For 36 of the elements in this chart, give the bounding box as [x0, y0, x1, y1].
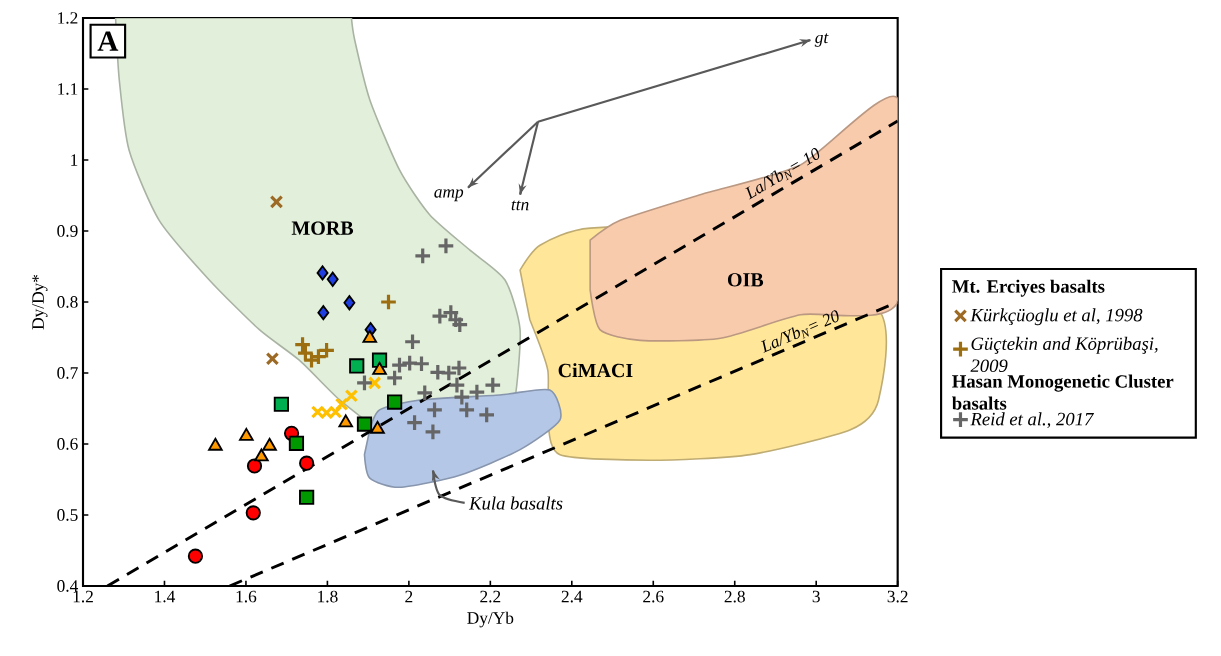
y-tick-label: 0.4 [57, 580, 79, 592]
y-tick-label: 0.8 [57, 296, 78, 308]
y-tick-label: 1.2 [58, 12, 78, 24]
x-tick-label: 1.2 [73, 590, 93, 603]
annotation: amp [434, 189, 464, 202]
x-tick-label: 1.8 [318, 590, 338, 603]
legend-label: Reid et al., 2017 [970, 412, 1094, 429]
legend-label: Kürkçüoglu et al, 1998 [970, 308, 1143, 326]
y-tick-label: 1 [71, 154, 78, 166]
x-tick-label: 1.6 [236, 590, 257, 603]
annotation: ttn [511, 200, 529, 211]
text: Hasan Monogenetic Cluster basalts [952, 374, 1174, 410]
annotation: A [97, 31, 119, 51]
x-tick-label: 2.2 [480, 590, 501, 603]
x-tick-label: 2.6 [643, 590, 664, 603]
y-axis-title: Dy/Dy* [32, 274, 48, 330]
y-tick-label: 0.9 [57, 225, 78, 237]
x-tick-label: 2.4 [561, 590, 583, 603]
y-tick-label: 0.5 [57, 509, 78, 521]
annotation: Kula basalts [468, 496, 563, 510]
y-tick-label: 0.7 [57, 367, 78, 379]
x-tick-label: 3.2 [887, 590, 908, 603]
annotation: CiMACI [558, 363, 633, 378]
x-tick-label: 2.8 [724, 590, 745, 603]
x-axis-title: Dy/Yb [467, 611, 514, 628]
annotation: La/Yb$_{N}$= 20 [761, 310, 839, 353]
x-tick-label: 2 [405, 590, 413, 603]
annotation: gt [814, 33, 829, 47]
y-tick-label: 0.6 [57, 438, 78, 450]
legend-label: Güçtekin and Köprübaşi, 2009 [970, 336, 1158, 373]
x-tick-label: 1.4 [155, 590, 176, 603]
text: Mt. Erciyes basalts [952, 279, 1105, 297]
annotation: OIB [727, 273, 764, 287]
annotation: MORB [291, 221, 354, 235]
x-tick-label: 3 [812, 590, 820, 603]
y-tick-label: 1.1 [58, 83, 78, 95]
